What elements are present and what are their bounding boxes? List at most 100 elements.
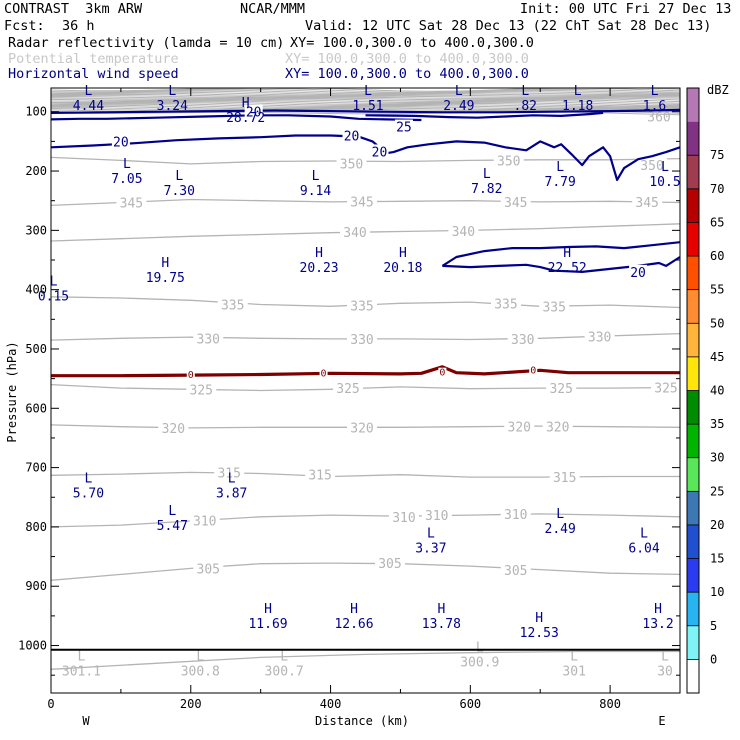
hl-value: 11.69 bbox=[248, 617, 287, 632]
y-tick-label: 1000 bbox=[18, 639, 47, 653]
theta-contour-label: 325 bbox=[336, 382, 359, 397]
low-symbol: L bbox=[175, 169, 183, 184]
high-symbol: H bbox=[350, 602, 358, 617]
wind-label-bg bbox=[370, 144, 389, 158]
hl-value: 30 bbox=[657, 664, 673, 679]
hl-value: 12.66 bbox=[334, 617, 373, 632]
theta-contour-label: 320 bbox=[350, 421, 373, 436]
low-symbol: L bbox=[570, 649, 578, 664]
theta-contour-label: 335 bbox=[221, 298, 244, 313]
freezing-level-label: 0 bbox=[439, 368, 445, 379]
theta-label-bg bbox=[421, 508, 452, 522]
hl-value: 7.05 bbox=[111, 172, 142, 187]
x-tick-label: 400 bbox=[320, 697, 342, 711]
hl-value: 0.15 bbox=[38, 290, 69, 305]
hl-marker: H20.23 bbox=[300, 246, 339, 276]
theta-label-bg bbox=[546, 381, 577, 395]
high-symbol: H bbox=[399, 246, 407, 261]
colorbar-level-label: 60 bbox=[710, 249, 724, 263]
low-symbol: L bbox=[196, 649, 204, 664]
hl-marker: L7.79 bbox=[545, 160, 576, 190]
wind-contour-label: 20 bbox=[630, 266, 646, 281]
low-symbol: L bbox=[521, 84, 529, 99]
theta-label-bg bbox=[116, 195, 147, 209]
y-tick-label: 700 bbox=[25, 461, 47, 475]
low-symbol: L bbox=[123, 157, 131, 172]
colorbar-swatch bbox=[687, 592, 699, 626]
plot-frame bbox=[50, 87, 681, 694]
hl-marker: L2.49 bbox=[443, 84, 474, 114]
theta-label-bg bbox=[549, 470, 580, 484]
high-symbol: H bbox=[315, 246, 323, 261]
theta-contour-label: 330 bbox=[511, 333, 534, 348]
high-symbol: H bbox=[161, 256, 169, 271]
hl-value: 7.79 bbox=[545, 175, 576, 190]
low-symbol: L bbox=[168, 84, 176, 99]
hl-marker: H28.72 bbox=[226, 96, 265, 126]
y-tick-label: 100 bbox=[25, 105, 47, 119]
wind-contour-line bbox=[51, 108, 680, 114]
wind-contour-label: 25 bbox=[396, 121, 412, 136]
theta-contour-line bbox=[51, 513, 680, 528]
theta-contour-label: 340 bbox=[343, 226, 366, 241]
x-tick-label: 200 bbox=[180, 697, 202, 711]
colorbar-swatch bbox=[687, 121, 699, 156]
hl-value: 7.30 bbox=[164, 184, 195, 199]
y-tick-label: 600 bbox=[25, 401, 47, 415]
theta-label-bg bbox=[493, 153, 524, 167]
wind-contour-label: 20 bbox=[246, 106, 262, 121]
theta-label-bg bbox=[584, 329, 615, 343]
hl-value: 300.8 bbox=[181, 664, 220, 679]
hl-value: 28.72 bbox=[226, 111, 265, 126]
y-tick-label: 400 bbox=[25, 283, 47, 297]
colorbar-swatch bbox=[687, 323, 699, 357]
hl-marker: L.82 bbox=[514, 84, 537, 114]
theta-label-bg bbox=[651, 380, 680, 394]
theta-contour-line bbox=[51, 650, 680, 670]
theta-label-bg bbox=[214, 465, 245, 479]
colorbar-swatch bbox=[687, 558, 699, 593]
freezing-label-bg bbox=[438, 367, 447, 378]
hl-marker: L2.49 bbox=[545, 507, 576, 537]
theta-contour-label: 310 bbox=[425, 509, 448, 524]
colorbar-swatch bbox=[687, 524, 699, 559]
wind-contour-line bbox=[365, 111, 604, 119]
upper-theta-line bbox=[51, 104, 680, 110]
field-name-theta: Potential temperature bbox=[8, 51, 179, 67]
hl-value: 2.49 bbox=[443, 99, 474, 114]
freezing-label-bg bbox=[186, 370, 195, 381]
low-symbol: L bbox=[427, 527, 435, 542]
wind-contour-line bbox=[442, 256, 680, 273]
hl-value: 19.75 bbox=[146, 271, 185, 286]
theta-contour-label: 340 bbox=[452, 225, 475, 240]
high-symbol: H bbox=[563, 246, 571, 261]
theta-contour-label: 335 bbox=[494, 297, 517, 312]
hl-value: 1.18 bbox=[562, 99, 593, 114]
hl-marker: H12.53 bbox=[520, 611, 559, 641]
colorbar-level-label: 30 bbox=[710, 451, 724, 465]
high-symbol: H bbox=[437, 602, 445, 617]
hl-value: 5.70 bbox=[73, 486, 104, 501]
colorbar-swatch bbox=[687, 289, 699, 324]
hl-value: 301.1 bbox=[62, 664, 101, 679]
low-symbol: L bbox=[661, 649, 669, 664]
hl-marker: L4.44 bbox=[73, 84, 104, 114]
theta-contour-label: 350 bbox=[497, 154, 520, 169]
wind-contours: 20 20 20 25 20 20 bbox=[51, 104, 680, 281]
low-symbol: L bbox=[78, 649, 86, 664]
theta-contour-label: 320 bbox=[508, 421, 531, 436]
theta-label-bg bbox=[193, 331, 224, 345]
hl-value: 20.18 bbox=[383, 261, 422, 276]
upper-theta-line bbox=[51, 97, 680, 102]
low-symbol: L bbox=[364, 84, 372, 99]
low-symbol: L bbox=[280, 649, 288, 664]
x-axis-title: Distance (km) bbox=[315, 714, 409, 728]
low-symbol: L bbox=[574, 84, 582, 99]
hl-marker: L7.05 bbox=[111, 157, 142, 187]
theta-contour-label: 320 bbox=[162, 422, 185, 437]
theta-label-bg bbox=[186, 382, 217, 396]
